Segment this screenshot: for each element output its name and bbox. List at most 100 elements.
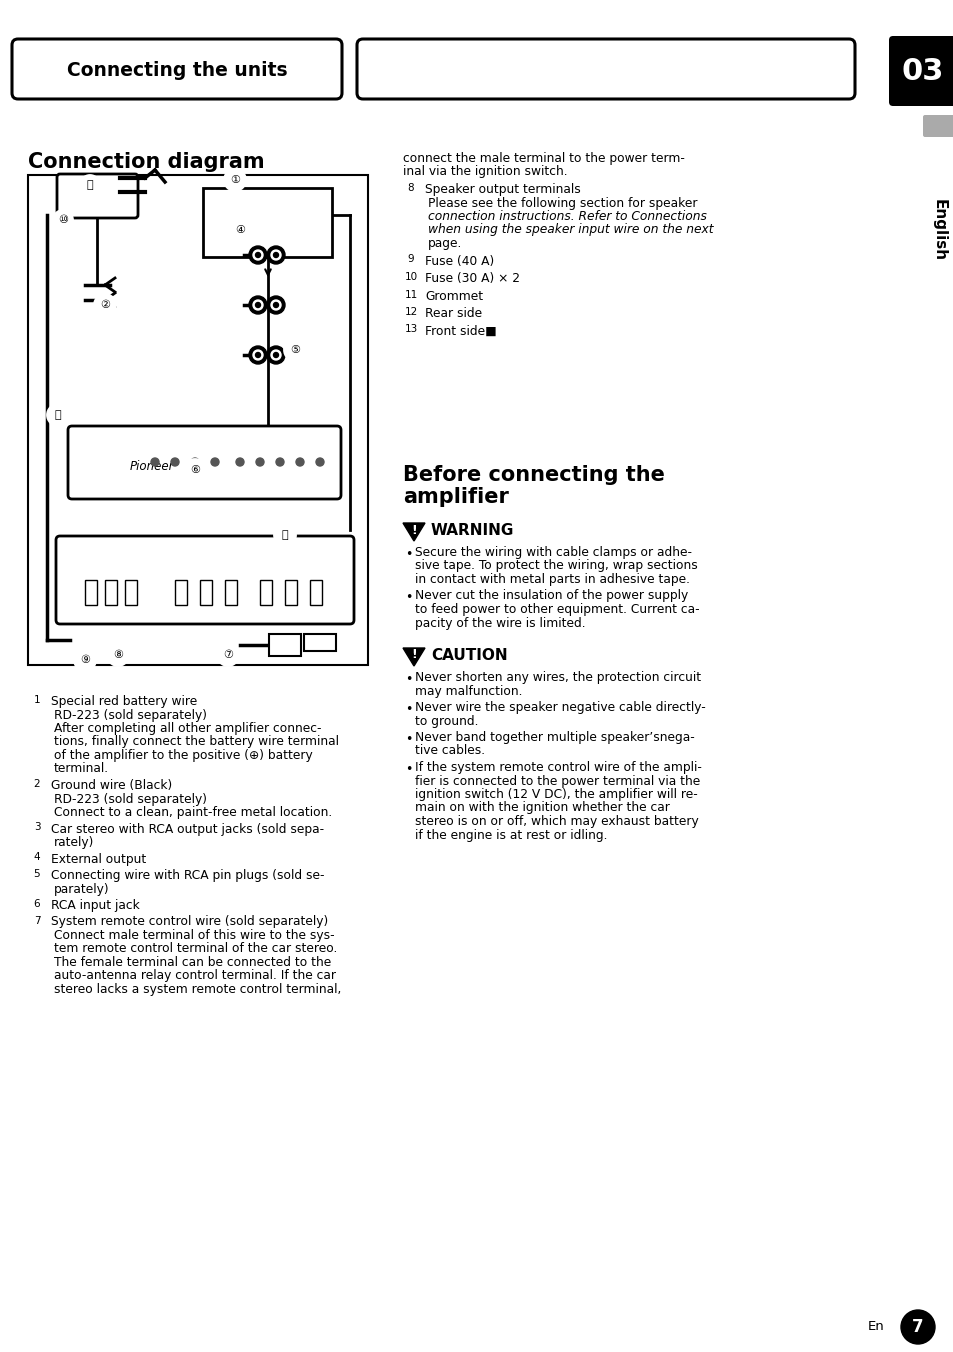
Text: tions, finally connect the battery wire terminal: tions, finally connect the battery wire … [54,735,338,749]
Text: 03: 03 [901,58,943,87]
FancyBboxPatch shape [260,580,272,604]
Circle shape [28,775,46,794]
FancyBboxPatch shape [888,37,953,105]
Polygon shape [402,648,424,667]
Circle shape [229,219,251,241]
Text: amplifier: amplifier [402,487,508,507]
Circle shape [267,346,285,364]
Text: •: • [405,763,412,776]
Text: Pioneer: Pioneer [130,461,174,473]
Circle shape [274,253,278,257]
Circle shape [216,644,239,667]
Circle shape [107,644,129,667]
Text: Rear side: Rear side [424,307,481,320]
Circle shape [28,895,46,913]
Text: ignition switch (12 V DC), the amplifier will re-: ignition switch (12 V DC), the amplifier… [415,788,697,800]
Circle shape [255,353,260,357]
Text: Connect to a clean, paint-free metal location.: Connect to a clean, paint-free metal loc… [54,806,332,819]
Text: 5: 5 [33,869,40,879]
FancyBboxPatch shape [310,580,322,604]
Circle shape [211,458,219,466]
Circle shape [401,250,419,269]
Text: Secure the wiring with cable clamps or adhe-: Secure the wiring with cable clamps or a… [415,546,691,558]
Circle shape [28,865,46,883]
Text: ⑨: ⑨ [80,654,90,665]
Text: 10: 10 [404,272,417,283]
Circle shape [274,353,278,357]
Text: page.: page. [428,237,462,250]
FancyBboxPatch shape [200,580,212,604]
Text: ⑤: ⑤ [290,345,299,356]
Text: in contact with metal parts in adhesive tape.: in contact with metal parts in adhesive … [415,573,689,585]
Circle shape [53,210,73,230]
Text: if the engine is at rest or idling.: if the engine is at rest or idling. [415,829,607,841]
FancyBboxPatch shape [68,426,340,499]
Circle shape [900,1310,934,1344]
Text: Never wire the speaker negative cable directly-: Never wire the speaker negative cable di… [415,700,705,714]
Text: The female terminal can be connected to the: The female terminal can be connected to … [54,956,331,969]
Text: parately): parately) [54,883,110,895]
Circle shape [271,350,281,360]
Text: fier is connected to the power terminal via the: fier is connected to the power terminal … [415,775,700,787]
Text: System remote control wire (sold separately): System remote control wire (sold separat… [51,915,328,929]
FancyBboxPatch shape [203,188,332,257]
Text: when using the speaker input wire on the next: when using the speaker input wire on the… [428,223,713,237]
Circle shape [74,649,96,671]
Text: ⑦: ⑦ [223,650,233,660]
Text: 1: 1 [33,695,40,704]
Text: WARNING: WARNING [431,523,514,538]
Circle shape [47,404,69,426]
Text: ⑫: ⑫ [54,410,61,420]
Text: 3: 3 [33,822,40,833]
Text: auto-antenna relay control terminal. If the car: auto-antenna relay control terminal. If … [54,969,335,983]
FancyBboxPatch shape [269,634,301,656]
Text: Connecting wire with RCA pin plugs (sold se-: Connecting wire with RCA pin plugs (sold… [51,869,324,882]
Circle shape [249,296,267,314]
Text: 2: 2 [33,779,40,790]
Text: 6: 6 [33,899,40,909]
Text: Never shorten any wires, the protection circuit: Never shorten any wires, the protection … [415,671,700,684]
Circle shape [253,250,263,260]
Text: Fuse (40 A): Fuse (40 A) [424,254,494,268]
Text: External output: External output [51,853,146,865]
FancyBboxPatch shape [105,580,117,604]
FancyBboxPatch shape [356,39,854,99]
Circle shape [284,339,306,361]
Text: RCA input jack: RCA input jack [51,899,139,913]
Circle shape [267,296,285,314]
Text: 7: 7 [911,1318,923,1336]
Text: Before connecting the: Before connecting the [402,465,664,485]
Text: 8: 8 [407,183,414,193]
Text: ⑩: ⑩ [58,215,68,224]
Circle shape [235,458,244,466]
Text: ①: ① [230,174,240,185]
FancyBboxPatch shape [304,634,335,652]
Circle shape [267,246,285,264]
Circle shape [224,169,246,191]
Circle shape [401,285,419,303]
Circle shape [28,818,46,837]
FancyBboxPatch shape [85,580,97,604]
Circle shape [151,458,159,466]
Text: •: • [405,733,412,746]
Text: sive tape. To protect the wiring, wrap sections: sive tape. To protect the wiring, wrap s… [415,560,697,572]
Text: RD-223 (sold separately): RD-223 (sold separately) [54,792,207,806]
Text: tive cables.: tive cables. [415,745,485,757]
Text: tem remote control terminal of the car stereo.: tem remote control terminal of the car s… [54,942,337,956]
Circle shape [191,458,199,466]
FancyBboxPatch shape [174,580,187,604]
FancyBboxPatch shape [28,174,368,665]
Text: 9: 9 [407,254,414,265]
FancyBboxPatch shape [285,580,296,604]
Text: ⑥: ⑥ [190,465,200,475]
FancyBboxPatch shape [56,535,354,625]
Text: •: • [405,592,412,604]
Text: Never band together multiple speaker’snega-: Never band together multiple speaker’sne… [415,731,694,744]
Text: English: English [930,199,945,261]
Text: !: ! [411,649,416,661]
Circle shape [401,303,419,320]
FancyBboxPatch shape [12,39,341,99]
Circle shape [401,178,419,197]
Circle shape [28,849,46,867]
Circle shape [275,458,284,466]
